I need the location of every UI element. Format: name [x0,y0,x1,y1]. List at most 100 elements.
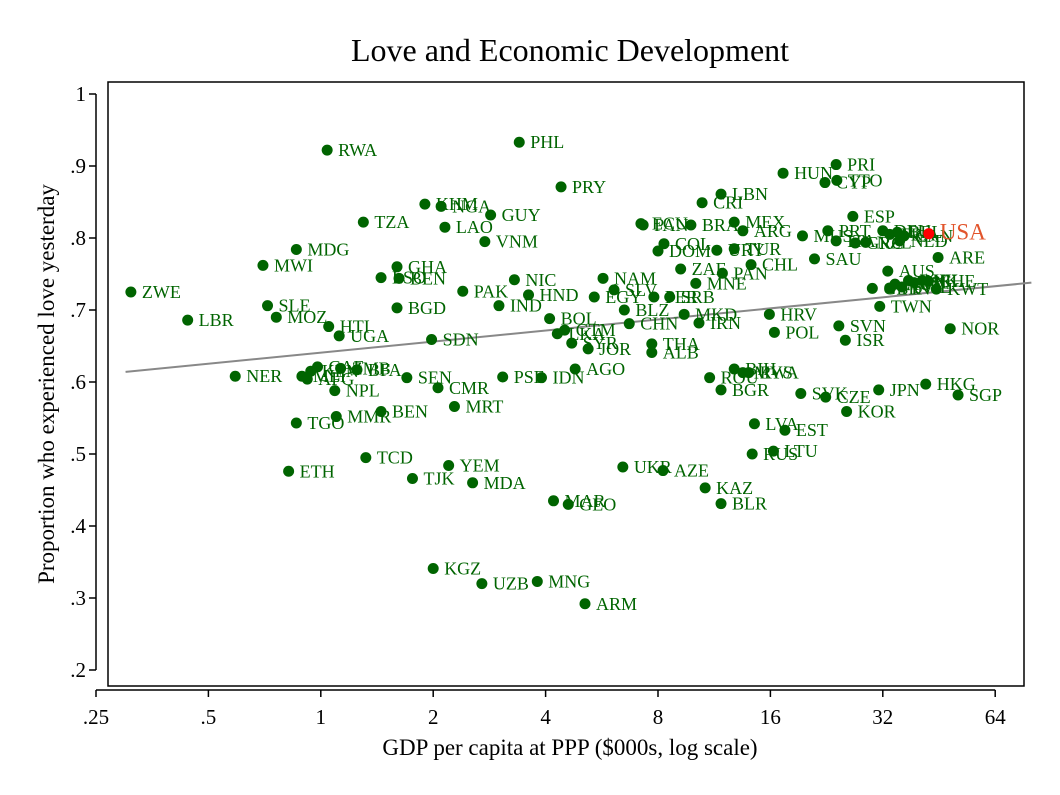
data-point [467,477,479,489]
data-point [746,448,758,460]
data-point [597,272,609,284]
point-label: UGA [350,326,389,346]
point-label: EGY [605,287,642,307]
point-label: TUR [745,239,781,259]
x-tick-label: 16 [760,705,781,729]
point-label: NOR [961,319,999,339]
point-label: SRB [681,287,715,307]
point-label: PRI [847,155,875,175]
data-point [922,275,934,287]
data-point [715,188,727,200]
data-point [617,461,629,473]
x-tick-label: 1 [316,705,327,729]
point-label: ZWE [142,282,181,302]
data-point [944,323,956,335]
point-label: ARE [949,247,985,267]
data-point [229,370,241,382]
point-label: MNG [548,571,590,591]
point-label: NGA [452,196,491,216]
data-point [476,578,488,590]
point-label: CZE [837,387,871,407]
data-point [696,197,708,209]
data-point [737,225,749,237]
point-label: ARG [754,221,792,241]
point-label: AGO [586,359,625,379]
point-label: HKG [937,374,976,394]
data-point [737,367,749,379]
data-point [351,364,363,376]
point-label: MOZ [287,307,327,327]
data-point [819,177,831,189]
data-point [652,245,664,257]
point-label: SDN [443,330,479,350]
point-label: LKA [568,324,605,344]
data-point [795,388,807,400]
fit-line [125,281,1032,373]
point-label: PAN [654,215,688,235]
data-point [923,228,935,240]
point-label: CHL [762,255,798,275]
data-point [523,289,535,301]
point-label: THA [663,334,700,354]
data-point [777,167,789,179]
data-point [808,253,820,265]
data-point [716,267,728,279]
data-point [711,244,723,256]
point-label: KWT [947,279,988,299]
point-label: MAR [565,491,606,511]
data-point [457,285,469,297]
point-label: TWN [891,296,932,316]
y-tick-label: .6 [70,370,86,394]
point-label: MEX [745,212,785,232]
data-point [531,575,543,587]
point-label: ISR [856,330,884,350]
data-point [566,337,578,349]
point-label: RWA [338,140,377,160]
x-axis-label: GDP per capita at PPP ($000s, log scale) [382,735,757,760]
data-point [508,274,520,286]
point-label: GRC [866,233,903,253]
data-point [930,283,942,295]
data-point [435,200,447,212]
point-label: USA [940,220,986,245]
data-point [699,482,711,494]
data-point [321,144,333,156]
data-point [623,318,635,330]
point-label: CHE [939,271,975,291]
chart-title: Love and Economic Development [351,32,789,68]
point-label: TGO [307,413,344,433]
data-point [675,263,687,275]
data-point [884,228,896,240]
point-label: BOL [561,309,597,329]
data-point [360,452,372,464]
data-point [715,498,727,510]
y-tick-label: .9 [70,154,86,178]
point-label: KAZ [716,478,753,498]
point-label: PAN [733,263,767,283]
data-point [333,330,345,342]
data-point [830,235,842,247]
data-point [391,261,403,273]
point-label: PRT [839,221,871,241]
data-point [833,320,845,332]
data-point [728,363,740,375]
point-label: TCD [377,448,413,468]
y-tick-label: .7 [70,298,86,322]
data-point [569,363,581,375]
data-point [323,321,335,333]
data-point [830,159,842,171]
point-label: GTM [576,320,616,340]
point-label: NER [246,366,282,386]
point-label: LBR [199,310,234,330]
data-point [779,424,791,436]
point-label: ZMB [352,358,391,378]
point-label: BGD [408,298,446,318]
data-point [896,281,908,293]
y-axis: .2 .3 .4 .5 .6 .7 .8 .9 1 [70,82,97,682]
x-tick-label: 4 [540,705,551,729]
data-point [704,372,716,384]
point-label: MYS [754,363,793,383]
y-tick-label: .3 [70,586,86,610]
point-label: ALB [663,342,699,362]
y-tick-label: 1 [76,82,87,106]
